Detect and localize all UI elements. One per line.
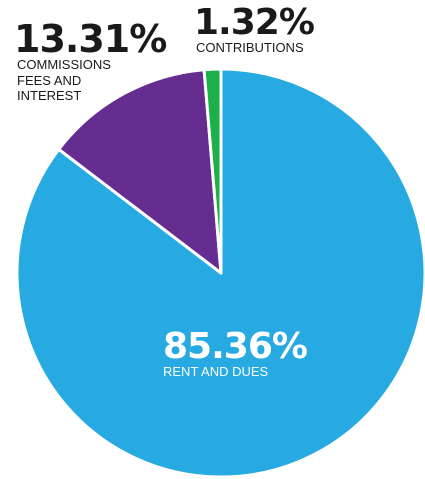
rent-percent-label: 85.36% [163, 326, 308, 367]
contributions-category-label: CONTRIBUTIONS [196, 40, 304, 55]
rent-category-label: RENT AND DUES [163, 364, 269, 379]
contributions-slice [202, 67, 223, 275]
commissions-percent-label: 13.31% [14, 17, 167, 61]
commissions-fees-interest-slice [57, 68, 223, 275]
contributions-percent-label: 1.32% [194, 2, 315, 43]
commissions-category-label: COMMISSIONS FEES AND INTEREST [17, 57, 111, 104]
pie-slices [15, 67, 425, 479]
